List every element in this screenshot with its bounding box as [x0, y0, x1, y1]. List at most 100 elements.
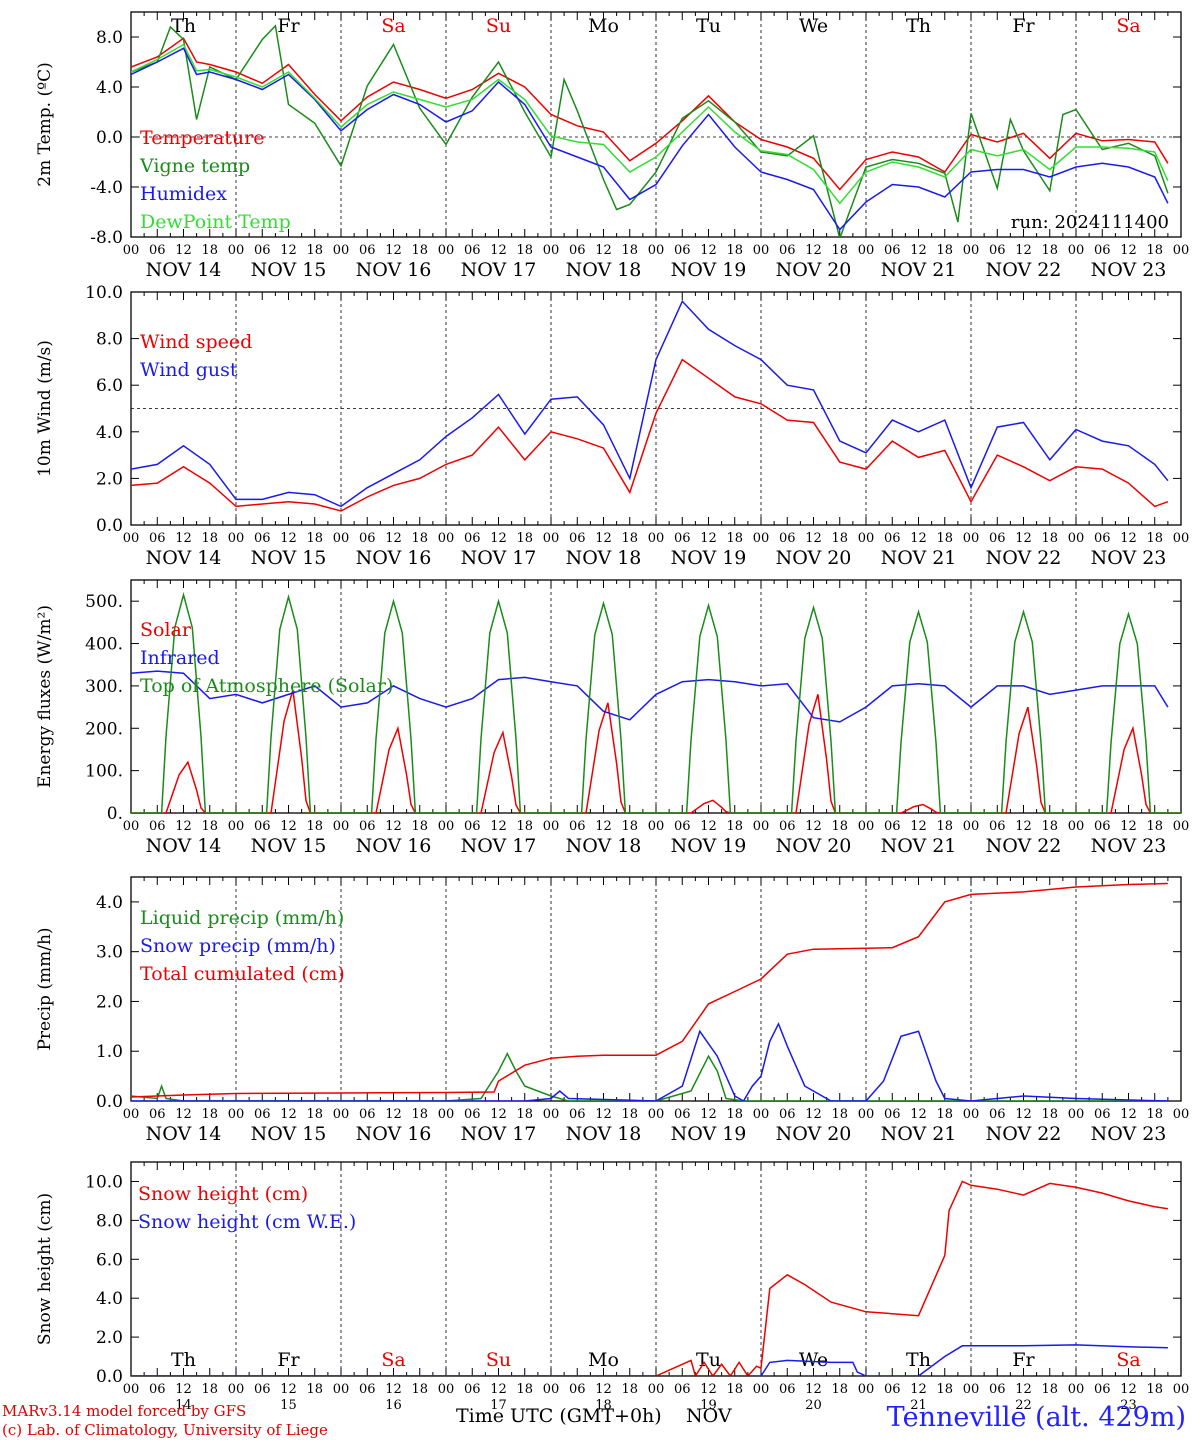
- hour-tick-label: 06: [569, 1382, 586, 1397]
- series-line-red: [131, 358, 1169, 512]
- hour-tick-label: 00: [543, 819, 560, 834]
- hour-tick-label: 12: [490, 243, 507, 258]
- hour-tick-label: 06: [149, 819, 166, 834]
- hour-tick-label: 18: [726, 531, 743, 546]
- hour-tick-label: 00: [123, 243, 140, 258]
- date-label: NOV 15: [251, 259, 327, 281]
- date-number-label: 15: [280, 1398, 297, 1413]
- hour-tick-label: 06: [569, 243, 586, 258]
- date-label: NOV 14: [146, 259, 222, 281]
- hour-tick-label: 00: [753, 1107, 770, 1122]
- hour-tick-label: 12: [1120, 243, 1137, 258]
- hour-tick-label: 12: [595, 1382, 612, 1397]
- weekday-label: Th: [906, 1349, 931, 1371]
- hour-tick-label: 12: [175, 1107, 192, 1122]
- weekday-label: Fr: [277, 1349, 300, 1371]
- weekday-label: Fr: [1012, 1349, 1035, 1371]
- legend-entry: Vigne temp: [139, 155, 250, 177]
- date-label: NOV 14: [146, 1123, 222, 1145]
- hour-tick-label: 12: [1120, 1107, 1137, 1122]
- hour-tick-label: 18: [1041, 1382, 1058, 1397]
- hour-tick-label: 06: [674, 819, 691, 834]
- y-axis-title: 10m Wind (m/s): [35, 340, 55, 477]
- y-tick-label: 0.0: [96, 1092, 123, 1112]
- date-number-label: 23: [1120, 1398, 1137, 1413]
- date-label: NOV 22: [986, 1123, 1062, 1145]
- hour-tick-label: 06: [464, 1107, 481, 1122]
- hour-tick-label: 18: [831, 819, 848, 834]
- date-label: NOV 15: [251, 835, 327, 857]
- weekday-label: Sa: [1116, 1349, 1140, 1371]
- hour-tick-label: 06: [674, 1382, 691, 1397]
- hour-tick-label: 00: [123, 531, 140, 546]
- hour-tick-label: 18: [201, 531, 218, 546]
- date-label: NOV 18: [566, 259, 642, 281]
- hour-tick-label: 12: [700, 1107, 717, 1122]
- panel-3: 500. 400. 300. 200. 100. 0. Energy fluxes (W/m…: [35, 579, 1189, 857]
- hour-tick-label: 12: [280, 1107, 297, 1122]
- hour-tick-label: 12: [490, 1382, 507, 1397]
- y-tick-label: 8.0: [96, 1211, 123, 1231]
- series-line-blue: [131, 1021, 1168, 1101]
- y-tick-label: 2.0: [96, 992, 123, 1012]
- hour-tick-label: 06: [1094, 1107, 1111, 1122]
- hour-tick-label: 18: [726, 1107, 743, 1122]
- hour-tick-label: 18: [1146, 819, 1163, 834]
- date-label: NOV 20: [776, 547, 852, 569]
- panel-5: 10.0 8.0 6.0 4.0 2.0 0.0 Snow height (cm) 00 06 1…: [35, 1161, 1190, 1413]
- hour-tick-label: 00: [333, 1382, 350, 1397]
- data-lines: [131, 24, 1169, 237]
- date-number-label: 17: [490, 1398, 507, 1413]
- date-label: NOV 17: [461, 547, 537, 569]
- date-number-label: 16: [385, 1398, 402, 1413]
- y-tick-label: 4.0: [96, 78, 123, 98]
- hour-tick-label: 18: [411, 1382, 428, 1397]
- hour-tick-label: 00: [438, 1382, 455, 1397]
- hour-tick-label: 00: [228, 1107, 245, 1122]
- hour-tick-label: 00: [858, 531, 875, 546]
- hour-tick-label: 18: [516, 531, 533, 546]
- hour-tick-label: 00: [228, 531, 245, 546]
- hour-tick-label: 18: [411, 243, 428, 258]
- hour-tick-label: 00: [333, 243, 350, 258]
- hour-tick-label: 00: [543, 1107, 560, 1122]
- plot-frame: [130, 11, 1182, 238]
- date-label: NOV 19: [671, 835, 747, 857]
- date-number-label: 19: [700, 1398, 717, 1413]
- date-label: NOV 19: [671, 547, 747, 569]
- hour-tick-label: 00: [1068, 1382, 1085, 1397]
- legend-entry: Wind speed: [140, 331, 252, 353]
- series-line-red: [131, 1180, 1169, 1376]
- hour-tick-label: 00: [1173, 243, 1190, 258]
- y-tick-label: 10.0: [85, 283, 123, 303]
- hour-tick-label: 00: [1173, 1382, 1190, 1397]
- hour-tick-label: 00: [438, 819, 455, 834]
- hour-tick-label: 06: [884, 531, 901, 546]
- hour-tick-label: 12: [700, 243, 717, 258]
- date-label: NOV 21: [881, 547, 957, 569]
- hour-tick-label: 00: [438, 531, 455, 546]
- legend-entry: Wind gust: [140, 359, 238, 381]
- hour-tick-label: 12: [910, 819, 927, 834]
- hour-tick-label: 06: [464, 819, 481, 834]
- run-label: run: 2024111400: [1011, 212, 1169, 233]
- hour-tick-label: 06: [149, 243, 166, 258]
- weekday-label: We: [799, 1349, 828, 1371]
- hour-tick-label: 18: [1146, 1382, 1163, 1397]
- legend-entry: Snow height (cm W.E.): [138, 1211, 356, 1233]
- legend-entry: Temperature: [140, 127, 264, 149]
- hour-tick-label: 12: [280, 243, 297, 258]
- hour-tick-label: 12: [910, 1382, 927, 1397]
- hour-tick-label: 12: [1120, 819, 1137, 834]
- hour-tick-label: 18: [201, 243, 218, 258]
- hour-tick-label: 12: [385, 243, 402, 258]
- hour-tick-label: 00: [963, 819, 980, 834]
- y-tick-label: 2.0: [96, 1328, 123, 1348]
- hour-tick-label: 00: [543, 1382, 560, 1397]
- series-line-red: [131, 882, 1168, 1098]
- hour-tick-label: 06: [464, 1382, 481, 1397]
- hour-tick-label: 00: [858, 1107, 875, 1122]
- hour-tick-label: 12: [175, 243, 192, 258]
- y-axis-title: Snow height (cm): [35, 1193, 55, 1345]
